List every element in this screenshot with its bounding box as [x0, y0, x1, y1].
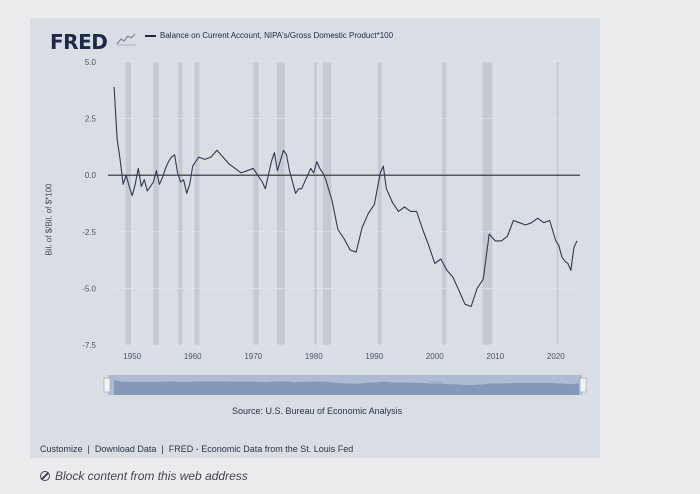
- x-tick-label: 1980: [305, 352, 323, 361]
- block-content-link[interactable]: Block content from this web address: [40, 469, 248, 483]
- y-tick-labels: 5.0 2.5 0.0 -2.5 -5.0 -7.5: [82, 58, 96, 350]
- recession-band: [178, 62, 183, 345]
- x-tick-label: 2020: [547, 352, 565, 361]
- navigator-handle-left[interactable]: [103, 377, 111, 393]
- download-data-link[interactable]: Download Data: [94, 444, 157, 454]
- y-tick-label: 0.0: [85, 171, 97, 180]
- x-tick-label: 1970: [244, 352, 262, 361]
- recession-band: [442, 62, 447, 345]
- recession-band: [313, 62, 317, 345]
- x-tick-label: 1960: [184, 352, 202, 361]
- customize-link[interactable]: Customize: [40, 444, 83, 454]
- recession-band: [153, 62, 159, 345]
- navigator-series: [114, 379, 580, 395]
- legend-swatch: [145, 34, 156, 37]
- fred-credit-link[interactable]: FRED - Economic Data from the St. Louis …: [168, 444, 354, 454]
- footer-separator: |: [87, 444, 90, 454]
- y-tick-label: -2.5: [82, 228, 96, 237]
- recession-band: [377, 62, 382, 345]
- navigator-handle-right[interactable]: [579, 377, 587, 393]
- navigator-label: 2000: [429, 382, 443, 388]
- y-tick-label: 2.5: [85, 115, 97, 124]
- recession-band: [322, 62, 332, 345]
- series-lines: [113, 86, 578, 308]
- fred-logo[interactable]: FRED: [50, 30, 108, 54]
- footer-links: Customize | Download Data | FRED - Econo…: [40, 444, 353, 454]
- recession-band: [252, 62, 259, 345]
- range-navigator: 2000: [103, 375, 587, 395]
- block-content-label: Block content from this web address: [55, 469, 248, 483]
- y-tick-label: -7.5: [82, 341, 96, 350]
- x-tick-label: 2010: [486, 352, 504, 361]
- recession-band: [482, 62, 493, 345]
- fred-graph-icon: [116, 33, 136, 46]
- legend-label: Balance on Current Account, NIPA's/Gross…: [160, 31, 394, 40]
- y-tick-label: 5.0: [85, 58, 97, 67]
- recession-band: [556, 62, 559, 345]
- block-icon: [40, 471, 50, 481]
- y-tick-label: -5.0: [82, 284, 96, 293]
- recession-bands: [125, 62, 559, 345]
- recession-band: [194, 62, 200, 345]
- footer-separator: |: [161, 444, 164, 454]
- series-line: [113, 86, 578, 308]
- x-tick-label: 2000: [426, 352, 444, 361]
- source-note: Source: U.S. Bureau of Economic Analysis: [232, 406, 403, 416]
- recession-band: [276, 62, 285, 345]
- legend: Balance on Current Account, NIPA's/Gross…: [145, 31, 393, 40]
- recession-band: [125, 62, 131, 345]
- x-tick-labels: 1950 1960 1970 1980 1990 2000 2010 2020: [123, 352, 565, 361]
- x-tick-label: 1990: [365, 352, 383, 361]
- x-tick-label: 1950: [123, 352, 141, 361]
